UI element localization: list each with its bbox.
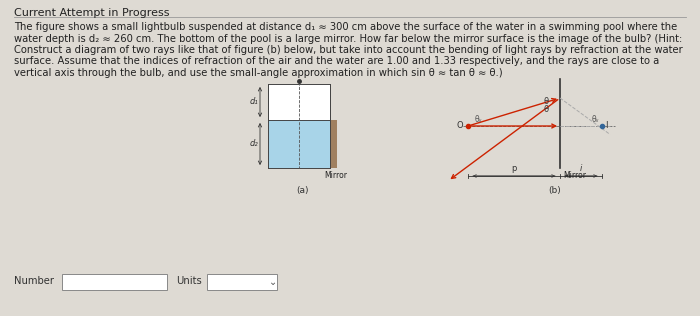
Bar [330, 120, 337, 168]
Text: θ: θ [543, 98, 549, 106]
Text: The figure shows a small lightbulb suspended at distance d₁ ≈ 300 cm above the s: The figure shows a small lightbulb suspe… [14, 22, 678, 32]
Text: Mirror: Mirror [324, 171, 347, 180]
Text: O: O [456, 121, 463, 131]
Text: Units: Units [176, 276, 202, 286]
Text: vertical axis through the bulb, and use the small-angle approximation in which s: vertical axis through the bulb, and use … [14, 68, 503, 78]
Text: p: p [511, 164, 517, 173]
Text: Current Attempt in Progress: Current Attempt in Progress [14, 8, 169, 18]
Text: Number: Number [14, 276, 54, 286]
Text: Mirror: Mirror [563, 171, 586, 180]
Text: water depth is d₂ ≈ 260 cm. The bottom of the pool is a large mirror. How far be: water depth is d₂ ≈ 260 cm. The bottom o… [14, 33, 682, 44]
Bar [268, 120, 330, 168]
Text: θᵥ: θᵥ [592, 115, 599, 124]
Text: ⌄: ⌄ [269, 277, 277, 287]
Text: I: I [605, 121, 608, 131]
Bar [62, 274, 167, 290]
Text: θᵥ: θᵥ [475, 115, 483, 124]
Text: (b): (b) [549, 186, 561, 195]
Bar [268, 84, 330, 120]
Text: θ: θ [543, 106, 549, 114]
Text: Construct a diagram of two rays like that of figure (b) below, but take into acc: Construct a diagram of two rays like tha… [14, 45, 682, 55]
Text: d₂: d₂ [249, 139, 258, 149]
Bar [207, 274, 277, 290]
Text: d₁: d₁ [249, 98, 258, 106]
Text: i: i [580, 164, 582, 173]
Text: surface. Assume that the indices of refraction of the air and the water are 1.00: surface. Assume that the indices of refr… [14, 57, 659, 66]
Text: (a): (a) [296, 186, 309, 195]
